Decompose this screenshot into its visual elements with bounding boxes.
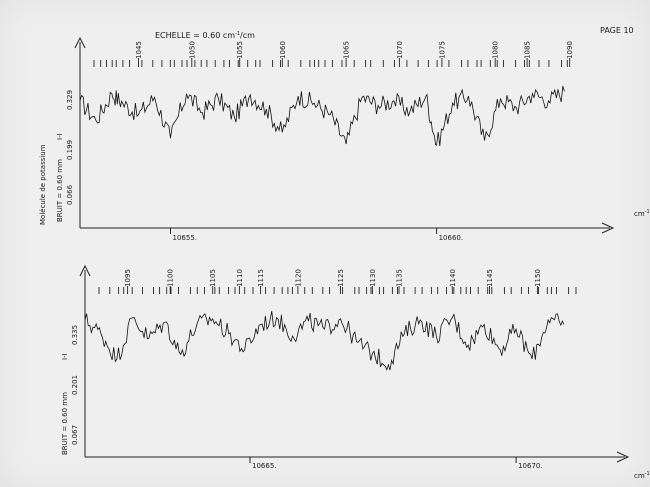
panel-2: cm-1 0.335 0.201 0.067 I-I BRUIT = 0.60 … [61,264,650,480]
line-number-label: 1110 [236,269,244,287]
panel-1-x-tick-labels: 10655. 10660. [170,228,464,242]
x-tick-label: 10665. [252,462,277,470]
panel-1-ticks [93,60,568,67]
line-number-label: 1080 [492,41,500,59]
panel-1-y-tick-label: 0.066 [66,184,74,205]
panel-2-spectrum-trace [84,310,565,371]
header: ECHELLE = 0.60 cm-1/cm PAGE 10 [155,26,634,40]
molecule-label: Molécule de potassium [39,144,47,225]
line-number-label: 1125 [337,269,345,287]
line-number-label: 1085 [524,41,532,59]
panel-1-unit-label: cm-1 [634,209,650,218]
line-number-label: 1050 [188,41,196,59]
page-number-label: PAGE 10 [600,26,634,35]
line-number-label: 1120 [294,269,302,287]
line-number-label: 1115 [257,269,265,287]
line-number-label: 1135 [396,269,404,287]
line-number-label: 1150 [534,269,542,287]
panel-2-line-numbers: 1095 1100 1105 1110 1115 1120 1125 1130 1135 1140… [124,269,542,294]
panel-1-y-arrow [74,36,86,49]
panel-1-noise-label: BRUIT = 0.60 mm [56,159,64,222]
panel-1-line-numbers: 1045 1050 1055 1060 1065 1070 1075 1080 1085 1090 [135,41,574,67]
line-number-label: 1055 [236,41,244,59]
line-number-label: 1070 [396,41,404,59]
line-number-label: 1105 [209,269,217,287]
panel-2-unit-label: cm-1 [634,471,650,480]
line-number-label: 1140 [449,269,457,287]
panel-1-y-axis-label: I-I [56,133,64,140]
x-tick-label: 10655. [173,234,198,242]
panel-2-y-axis-label: I-I [61,353,69,360]
line-number-label: 1145 [486,269,494,287]
line-number-label: 1060 [279,41,287,59]
scale-label: ECHELLE = 0.60 cm-1/cm [155,31,255,40]
panel-2-y-arrow [79,264,91,277]
line-number-label: 1130 [369,269,377,287]
panel-1: cm-1 0.329 0.199 0.066 I-I BRUIT = 0.60 … [56,36,650,242]
line-number-label: 1065 [343,41,351,59]
panel-1-x-arrow [601,222,615,234]
panel-2-noise-label: BRUIT = 0.60 mm [61,392,69,455]
panel-2-x-arrow [616,451,630,463]
panel-2-ticks [98,287,577,294]
panel-2-x-tick-labels: 10665. 10670. [249,457,543,470]
panel-1-y-tick-label: 0.329 [66,90,74,110]
panel-1-y-tick-label: 0.199 [66,140,74,160]
x-tick-label: 10660. [439,234,464,242]
x-tick-label: 10670. [518,462,543,470]
panel-2-y-tick-label: 0.067 [71,425,79,445]
line-number-label: 1075 [438,41,446,59]
line-number-label: 1045 [135,41,143,59]
panel-2-y-tick-label: 0.201 [71,375,79,395]
line-number-label: 1090 [566,41,574,59]
line-number-label: 1100 [167,269,175,287]
panel-2-y-tick-label: 0.335 [71,325,79,345]
line-number-label: 1095 [124,269,132,287]
panel-1-spectrum-trace [79,85,565,147]
